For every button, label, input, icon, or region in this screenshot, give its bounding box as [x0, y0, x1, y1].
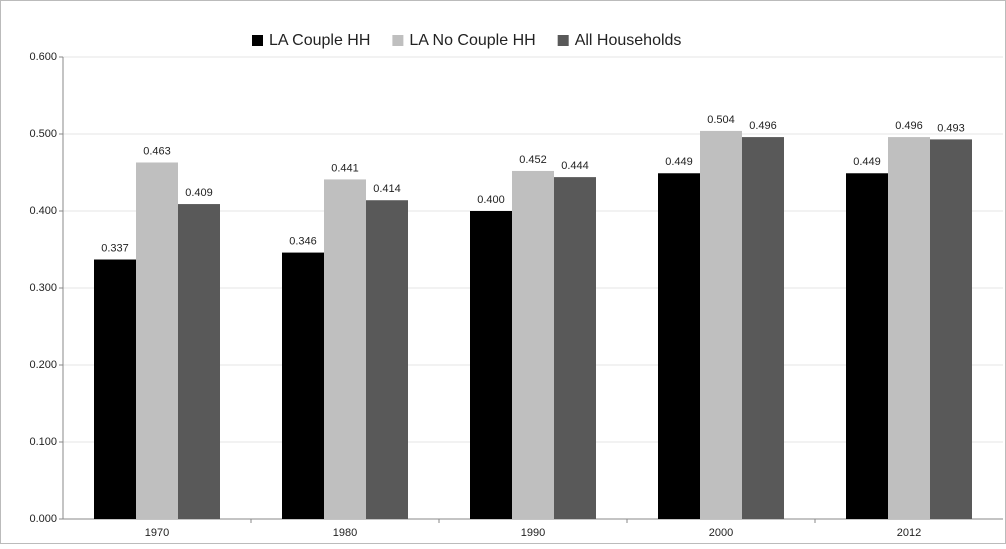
- value-label: 0.493: [937, 122, 965, 134]
- bar: [742, 137, 784, 519]
- legend-label: LA Couple HH: [269, 32, 370, 49]
- x-tick-label: 2000: [709, 527, 733, 539]
- x-tick-label: 1990: [521, 527, 545, 539]
- legend-label: LA No Couple HH: [409, 32, 535, 49]
- value-label: 0.414: [373, 183, 401, 195]
- y-tick-label: 0.300: [29, 282, 57, 294]
- bar: [470, 211, 512, 519]
- value-label: 0.449: [665, 156, 693, 168]
- legend-swatch: [252, 35, 263, 46]
- y-tick-label: 0.600: [29, 51, 57, 63]
- bar: [658, 173, 700, 519]
- bar: [888, 137, 930, 519]
- bar: [282, 252, 324, 519]
- x-tick-label: 1980: [333, 527, 357, 539]
- x-tick-label: 1970: [145, 527, 169, 539]
- bar: [846, 173, 888, 519]
- y-tick-label: 0.200: [29, 359, 57, 371]
- y-tick-label: 0.000: [29, 513, 57, 525]
- legend-label: All Households: [575, 32, 682, 49]
- bar: [554, 177, 596, 519]
- value-label: 0.496: [749, 120, 777, 132]
- y-tick-label: 0.100: [29, 436, 57, 448]
- value-label: 0.400: [477, 194, 505, 206]
- value-label: 0.496: [895, 120, 923, 132]
- value-label: 0.346: [289, 235, 317, 247]
- value-label: 0.452: [519, 154, 547, 166]
- legend-swatch: [392, 35, 404, 46]
- bar: [178, 204, 220, 519]
- bar: [136, 162, 178, 520]
- y-tick-label: 0.400: [29, 205, 57, 217]
- bar: [930, 139, 972, 519]
- y-tick-label: 0.500: [29, 128, 57, 140]
- value-label: 0.337: [101, 242, 129, 254]
- bar: [94, 259, 136, 519]
- value-label: 0.504: [707, 114, 735, 126]
- value-label: 0.444: [561, 160, 589, 172]
- value-label: 0.441: [331, 162, 359, 174]
- bar: [700, 130, 742, 520]
- value-label: 0.449: [853, 156, 881, 168]
- legend-swatch: [557, 35, 569, 46]
- bar: [324, 179, 366, 519]
- value-label: 0.409: [185, 187, 213, 199]
- bar: [512, 170, 554, 519]
- bar: [366, 200, 408, 519]
- x-tick-label: 2012: [897, 527, 921, 539]
- value-label: 0.463: [143, 145, 171, 157]
